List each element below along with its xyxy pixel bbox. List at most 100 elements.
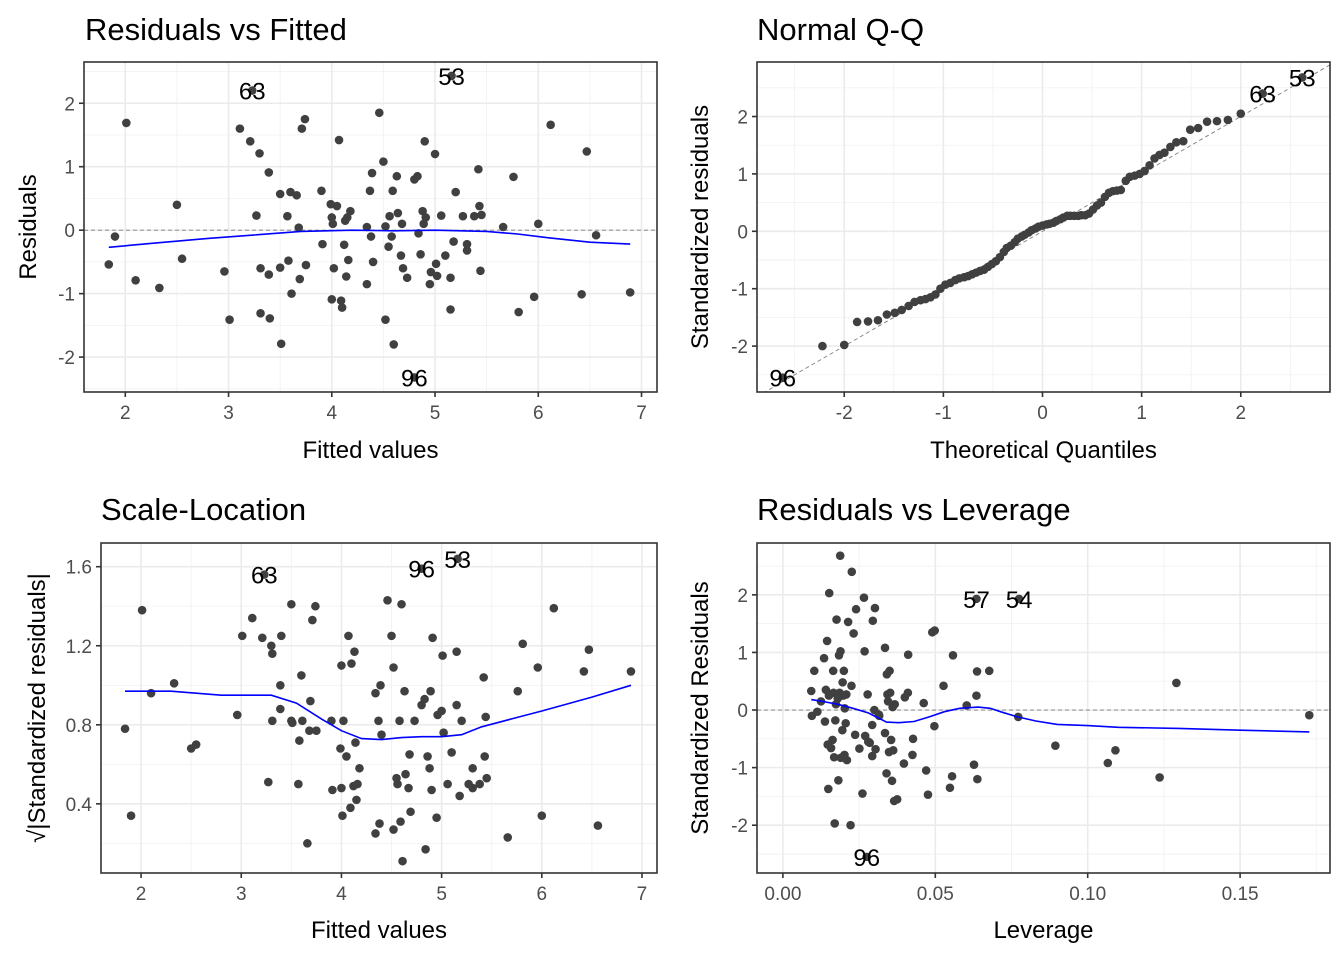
data-point	[277, 631, 286, 641]
data-point	[312, 726, 321, 736]
data-point	[1111, 746, 1120, 755]
data-point	[292, 190, 301, 200]
data-point	[393, 208, 403, 218]
data-point	[851, 604, 861, 614]
x-tick-label: 7	[636, 403, 647, 424]
data-point	[468, 783, 477, 793]
data-point	[514, 307, 523, 317]
data-point	[308, 615, 317, 625]
data-point	[352, 795, 361, 805]
data-point	[843, 617, 853, 627]
data-point	[1304, 710, 1314, 720]
data-point	[579, 667, 589, 676]
data-point	[401, 769, 410, 779]
y-tick-label: 2	[737, 108, 748, 129]
data-point	[252, 211, 261, 220]
panel-resid_leverage: 57 54 96 0.00 0.05 0.10 0.15 -2 -1 0 1 2 Residuals v…	[687, 492, 1331, 944]
data-point	[855, 744, 864, 753]
data-point-labeled	[410, 373, 419, 382]
data-point	[481, 712, 490, 722]
data-point-labeled	[778, 373, 788, 382]
panel-scale_location: 63 96 53 2 3 4 5 6 7 0.4 0.8 1.2 1.6 Scale-Location Fi…	[24, 492, 658, 944]
y-tick-label: -2	[58, 348, 75, 369]
data-point	[122, 118, 131, 128]
data-point	[439, 728, 448, 738]
data-point	[367, 168, 377, 178]
data-point	[191, 740, 201, 749]
data-point	[337, 303, 347, 312]
data-point	[297, 671, 306, 680]
data-point	[847, 567, 857, 577]
data-point	[887, 776, 897, 786]
data-point-labeled	[447, 71, 456, 81]
data-point	[886, 735, 896, 745]
data-point	[397, 219, 407, 229]
data-point	[421, 844, 430, 854]
point-label: 53	[438, 64, 465, 91]
data-point	[1236, 109, 1246, 118]
data-point	[818, 341, 827, 351]
data-point	[268, 649, 277, 658]
data-point	[841, 718, 850, 728]
y-tick-label: -1	[731, 759, 748, 780]
data-point	[513, 686, 523, 696]
data-point	[984, 666, 994, 676]
data-point	[375, 819, 384, 828]
y-tick-label: -2	[731, 337, 748, 358]
data-point	[389, 340, 399, 349]
data-point	[859, 593, 869, 603]
y-tick-label: -1	[58, 285, 75, 306]
data-point	[455, 791, 464, 801]
data-point	[813, 707, 822, 717]
x-tick-label: -2	[836, 403, 853, 424]
data-point	[880, 643, 890, 653]
data-point	[1166, 142, 1175, 152]
data-point	[973, 774, 982, 784]
data-point	[829, 752, 839, 762]
data-point	[846, 820, 855, 830]
data-point	[329, 263, 339, 273]
data-point	[858, 789, 867, 798]
data-point	[110, 232, 120, 241]
data-point	[297, 124, 307, 133]
data-point	[346, 206, 355, 216]
data-point	[355, 763, 364, 773]
y-tick-label: -2	[731, 816, 748, 837]
point-label: 96	[853, 845, 880, 872]
data-point	[871, 744, 880, 754]
x-tick-label: 0.15	[1222, 884, 1259, 905]
y-axis-label: Residuals	[15, 174, 42, 279]
data-point	[498, 222, 508, 232]
data-point	[867, 751, 877, 761]
x-tick-label: 3	[236, 884, 247, 905]
data-point	[885, 688, 895, 698]
data-point	[834, 775, 843, 785]
data-point	[897, 305, 907, 315]
data-point	[437, 706, 446, 716]
data-point	[384, 242, 393, 251]
point-label: 63	[251, 563, 278, 590]
data-point	[880, 728, 890, 738]
data-point	[820, 717, 830, 726]
data-point	[537, 811, 547, 820]
point-label: 96	[401, 365, 428, 392]
data-point	[235, 124, 245, 133]
data-point	[1103, 758, 1113, 768]
y-tick-label: 1	[737, 165, 748, 186]
x-axis-label: Theoretical Quantiles	[930, 437, 1157, 464]
data-point	[362, 279, 372, 289]
data-point	[458, 211, 468, 221]
data-point	[584, 645, 594, 655]
data-point	[347, 659, 356, 668]
data-point	[332, 201, 342, 211]
point-label: 63	[1249, 82, 1276, 109]
data-point	[931, 290, 940, 299]
data-point	[131, 276, 140, 285]
data-point	[626, 667, 636, 676]
data-point	[1145, 161, 1154, 170]
x-axis-label: Fitted values	[311, 917, 447, 944]
data-point	[298, 716, 307, 726]
data-point	[828, 666, 838, 676]
data-point	[1051, 741, 1060, 751]
data-point	[396, 251, 406, 260]
